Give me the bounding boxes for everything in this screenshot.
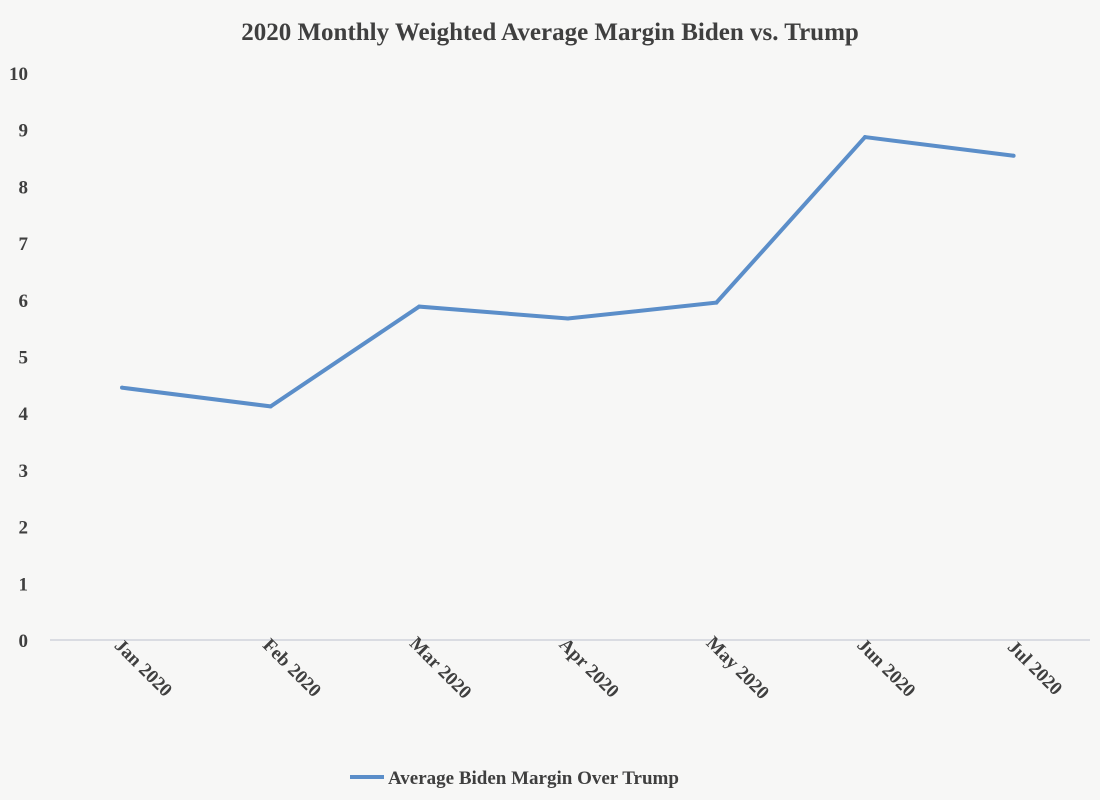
y-tick-label: 6 (19, 291, 29, 312)
y-tick-label: 0 (19, 631, 29, 652)
y-tick-label: 2 (19, 518, 29, 539)
data-point (863, 135, 867, 140)
legend-label: Average Biden Margin Over Trump (388, 768, 679, 789)
x-tick-label: Apr 2020 (555, 634, 623, 702)
x-tick-label: May 2020 (702, 633, 773, 704)
x-tick-label: Mar 2020 (405, 633, 475, 703)
y-tick-label: 4 (19, 404, 29, 425)
y-tick-label: 3 (19, 461, 29, 482)
x-tick-label: Jan 2020 (110, 635, 176, 701)
data-point (268, 404, 273, 409)
data-point (714, 300, 719, 305)
y-tick-label: 5 (19, 348, 29, 369)
x-tick-label: Feb 2020 (258, 635, 325, 702)
x-tick-label: Jun 2020 (853, 635, 920, 702)
series-line (121, 134, 1014, 409)
x-tick-label: Jul 2020 (1003, 637, 1066, 700)
y-tick-label: 7 (19, 234, 29, 255)
y-tick-label: 1 (19, 574, 29, 595)
legend: Average Biden Margin Over Trump (350, 768, 679, 789)
chart-title: 2020 Monthly Weighted Average Margin Bid… (241, 19, 859, 46)
data-point (565, 316, 570, 321)
data-point (120, 385, 124, 390)
y-tick-label: 9 (19, 121, 29, 142)
data-point (1011, 153, 1016, 158)
y-tick-label: 8 (19, 177, 29, 198)
y-tick-label: 10 (9, 64, 28, 85)
data-point (417, 304, 422, 309)
